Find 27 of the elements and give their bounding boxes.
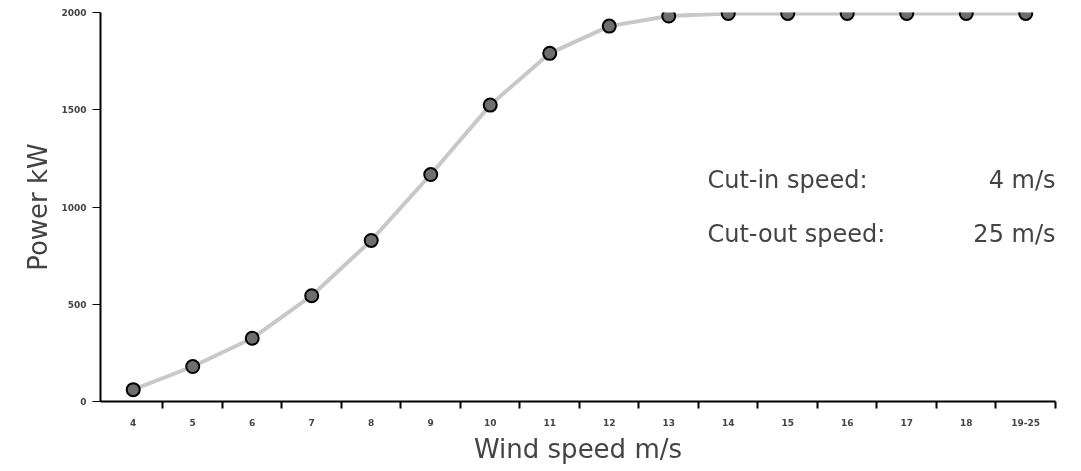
y-tick-label: 2000 xyxy=(61,8,87,18)
x-tick-label: 7 xyxy=(308,417,315,428)
y-tick-label: 500 xyxy=(67,299,87,310)
y-tick-label: 1500 xyxy=(61,105,87,116)
annotation: 25 m/s xyxy=(973,219,1056,248)
annotation: Cut-out speed: xyxy=(707,219,886,248)
x-tick-label: 10 xyxy=(483,417,497,428)
x-tick-label: 12 xyxy=(602,417,616,428)
x-tick-label: 16 xyxy=(840,417,854,428)
x-tick-label: 14 xyxy=(721,417,735,428)
x-tick-label: 19-25 xyxy=(1011,417,1041,428)
x-tick-label: 5 xyxy=(189,417,196,428)
x-tick-label: 4 xyxy=(130,417,137,428)
x-tick-label: 11 xyxy=(543,417,557,428)
x-tick-label: 13 xyxy=(662,417,676,428)
x-tick-label: 8 xyxy=(368,417,375,428)
x-tick-label: 17 xyxy=(900,417,914,428)
y-axis-title: Power kW xyxy=(23,143,54,271)
x-tick-label: 9 xyxy=(427,417,434,428)
x-axis-title: Wind speed m/s xyxy=(473,433,683,464)
annotation: Cut-in speed: xyxy=(707,165,868,194)
x-tick-label: 18 xyxy=(959,417,973,428)
x-tick-label: 15 xyxy=(781,417,795,428)
annotation: 4 m/s xyxy=(988,165,1056,194)
y-tick-label: 1000 xyxy=(61,202,87,213)
y-tick-label: 0 xyxy=(80,397,87,407)
x-tick-label: 6 xyxy=(249,417,256,428)
